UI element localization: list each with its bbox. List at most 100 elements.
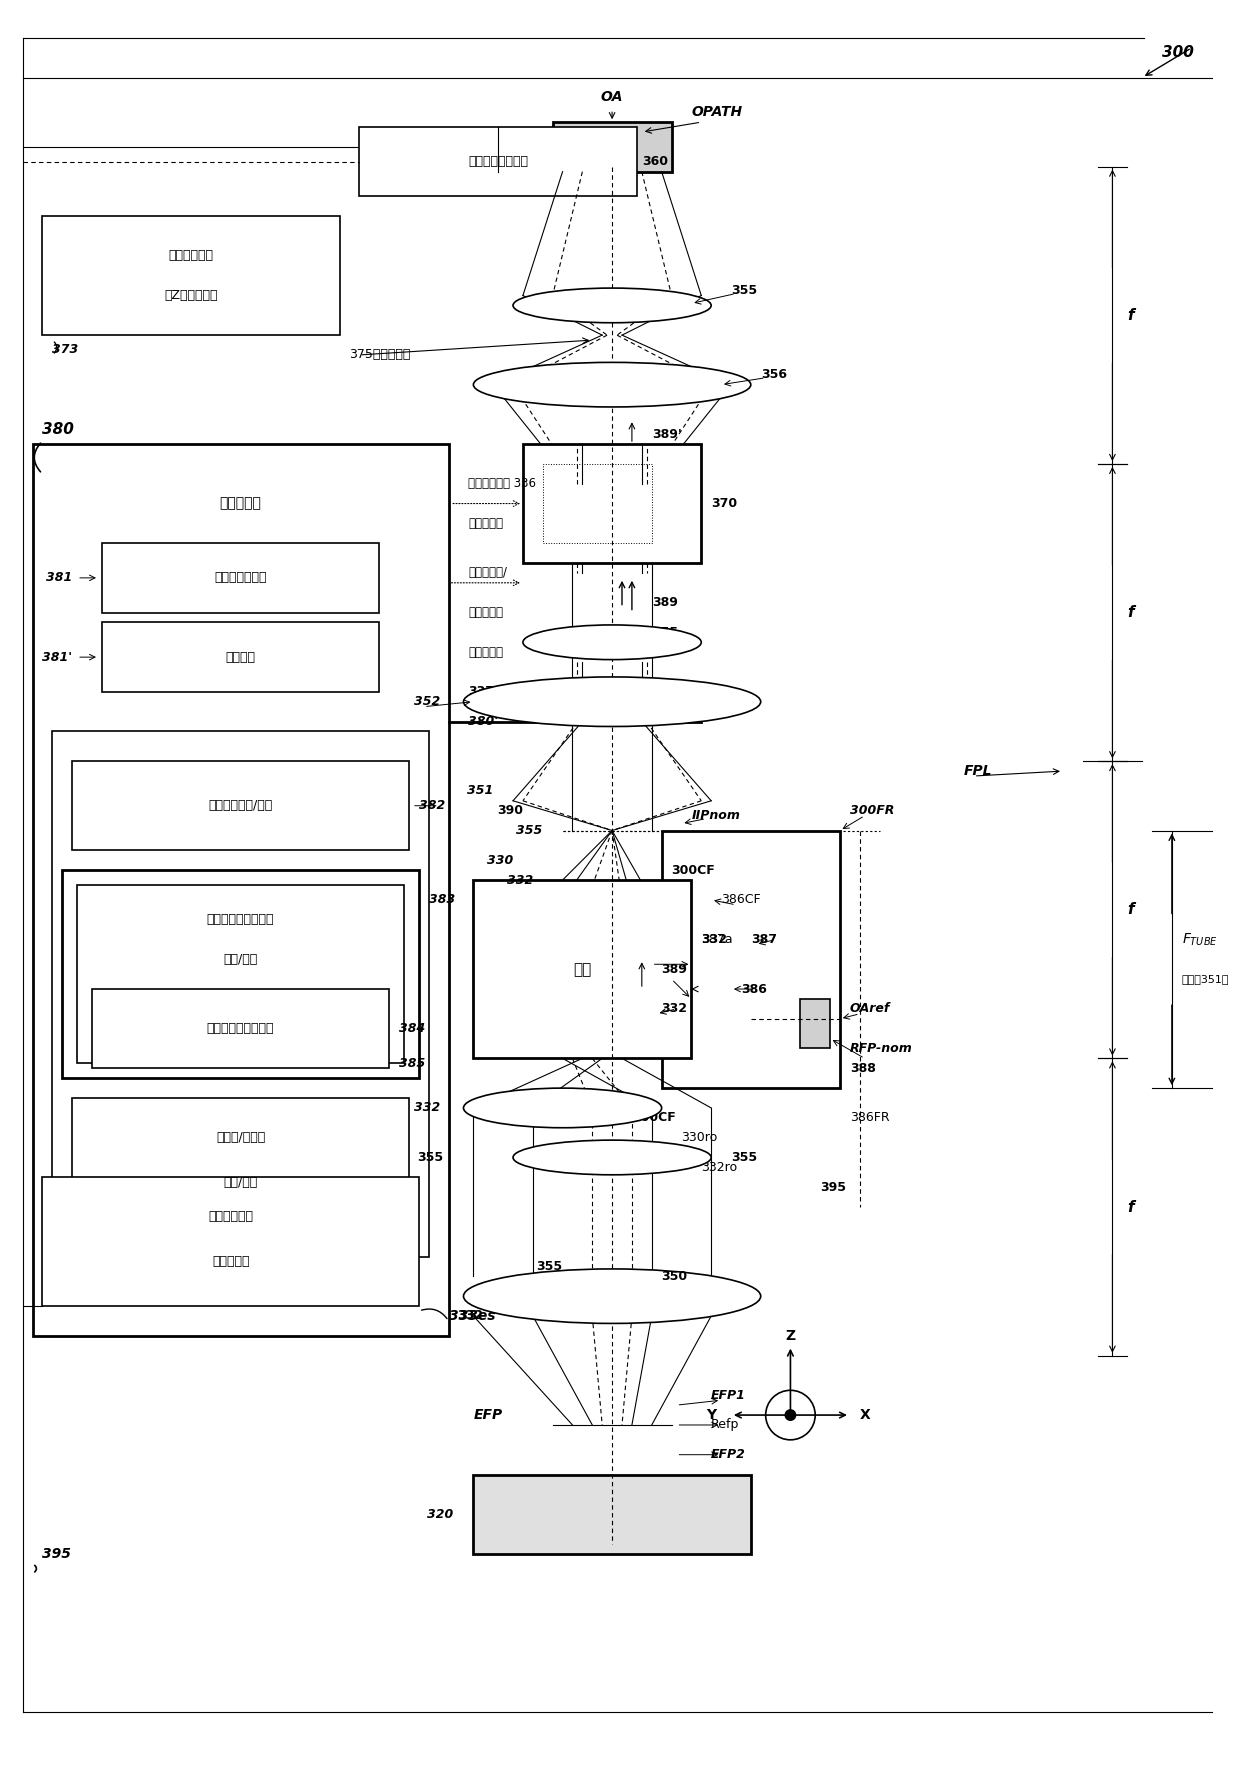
Text: OPATH: OPATH — [692, 105, 743, 119]
Text: RFP-nom: RFP-nom — [849, 1042, 913, 1054]
Text: 386: 386 — [740, 982, 766, 996]
Text: 300FR: 300FR — [849, 804, 894, 817]
Bar — [52, 732, 429, 1256]
Text: OA: OA — [601, 90, 624, 105]
Text: 395: 395 — [42, 1547, 71, 1561]
Text: 355: 355 — [652, 626, 678, 640]
Ellipse shape — [523, 626, 702, 659]
Bar — [42, 216, 340, 335]
Text: 332ro: 332ro — [702, 1161, 738, 1173]
Bar — [474, 1474, 750, 1554]
Text: 381: 381 — [46, 571, 72, 585]
Text: 300CF: 300CF — [672, 863, 715, 877]
Bar — [662, 831, 839, 1088]
Text: f: f — [1127, 308, 1133, 323]
Text: 373: 373 — [52, 344, 78, 356]
Text: 384: 384 — [399, 1022, 425, 1035]
Text: 385: 385 — [399, 1056, 425, 1070]
Text: 332: 332 — [458, 1310, 484, 1322]
Bar — [42, 1177, 419, 1306]
Text: 352: 352 — [414, 695, 440, 709]
Bar — [523, 445, 702, 563]
Text: 定时时钟: 定时时钟 — [226, 650, 255, 664]
Text: 355: 355 — [732, 1152, 758, 1164]
Bar — [92, 989, 389, 1069]
Text: 曝光（选通）: 曝光（选通） — [208, 1210, 253, 1223]
Text: 320: 320 — [428, 1508, 454, 1520]
Text: 355: 355 — [418, 1152, 444, 1164]
Text: 300CF: 300CF — [632, 1111, 676, 1125]
Text: Refp: Refp — [712, 1418, 739, 1432]
Text: 387a: 387a — [702, 934, 733, 946]
Text: 380': 380' — [469, 716, 498, 728]
Text: f: f — [1127, 902, 1133, 918]
Text: 383: 383 — [429, 893, 455, 905]
Text: 光源: 光源 — [573, 962, 591, 976]
Text: 332: 332 — [507, 874, 533, 886]
Ellipse shape — [474, 363, 750, 408]
Text: Y: Y — [706, 1409, 717, 1423]
Bar — [553, 122, 672, 172]
Text: 351: 351 — [467, 785, 494, 797]
Bar — [800, 999, 830, 1049]
Ellipse shape — [464, 1269, 760, 1324]
Text: f: f — [1127, 604, 1133, 620]
Text: EFP1: EFP1 — [712, 1389, 746, 1402]
Text: 聚焦状态参考子系统: 聚焦状态参考子系统 — [207, 913, 274, 927]
Text: 332: 332 — [414, 1102, 440, 1115]
Ellipse shape — [513, 289, 712, 323]
Bar — [72, 762, 409, 851]
Text: 389: 389 — [652, 595, 677, 610]
Ellipse shape — [464, 677, 760, 727]
Text: 调整和/或报警: 调整和/或报警 — [216, 1131, 265, 1145]
Text: OAref: OAref — [849, 1003, 890, 1015]
Bar — [474, 881, 692, 1058]
Text: EFP2: EFP2 — [712, 1448, 746, 1462]
Text: 332: 332 — [662, 1003, 688, 1015]
Bar — [360, 128, 637, 197]
Text: （Z高度）校准: （Z高度）校准 — [164, 289, 218, 301]
Text: 387: 387 — [750, 934, 776, 946]
Bar — [543, 464, 652, 544]
Text: FPL: FPL — [963, 764, 992, 778]
Text: 395: 395 — [820, 1180, 846, 1194]
Text: （可选的）: （可选的） — [469, 517, 503, 530]
Bar — [77, 884, 404, 1063]
Bar — [32, 445, 449, 1336]
Text: IIPnom: IIPnom — [692, 810, 740, 822]
Text: 电路/例程: 电路/例程 — [223, 953, 258, 966]
Text: 333es: 333es — [449, 1310, 495, 1324]
Text: 389': 389' — [652, 427, 682, 441]
Text: 360: 360 — [642, 156, 668, 168]
Text: 有效焦点位置: 有效焦点位置 — [169, 250, 213, 262]
Text: 工件聚焦信号处理: 工件聚焦信号处理 — [469, 156, 528, 168]
Text: 驱动信号发生器: 驱动信号发生器 — [215, 571, 267, 585]
Text: Z: Z — [785, 1329, 796, 1343]
Bar — [72, 1099, 409, 1217]
Text: 388: 388 — [849, 1061, 875, 1076]
Text: 330: 330 — [487, 854, 513, 867]
Text: 355: 355 — [537, 1260, 563, 1272]
Text: 工件图像电路/例程: 工件图像电路/例程 — [208, 799, 273, 812]
Text: 时间控制器: 时间控制器 — [212, 1255, 249, 1269]
Text: 380: 380 — [42, 422, 74, 436]
Text: 300: 300 — [1162, 46, 1194, 60]
Text: 386FR: 386FR — [849, 1111, 889, 1125]
Ellipse shape — [464, 1088, 662, 1127]
Text: （可选的）: （可选的） — [469, 645, 503, 659]
Bar — [102, 622, 379, 691]
Text: 382: 382 — [419, 799, 445, 812]
Text: 356: 356 — [760, 369, 786, 381]
Text: 386CF: 386CF — [722, 893, 760, 905]
Text: 355: 355 — [732, 284, 758, 298]
Circle shape — [785, 1409, 796, 1421]
Text: 375（可选的）: 375（可选的） — [350, 349, 410, 361]
Text: （对于351）: （对于351） — [1182, 975, 1229, 983]
Bar — [102, 544, 379, 613]
Text: 电路/例程: 电路/例程 — [223, 1177, 258, 1189]
Text: 参考区域聚焦分析器: 参考区域聚焦分析器 — [207, 1022, 274, 1035]
Text: 381': 381' — [42, 650, 72, 664]
Text: f: f — [1127, 1200, 1133, 1214]
Bar — [62, 870, 419, 1077]
Text: 透镜温度信号 336: 透镜温度信号 336 — [469, 477, 537, 491]
